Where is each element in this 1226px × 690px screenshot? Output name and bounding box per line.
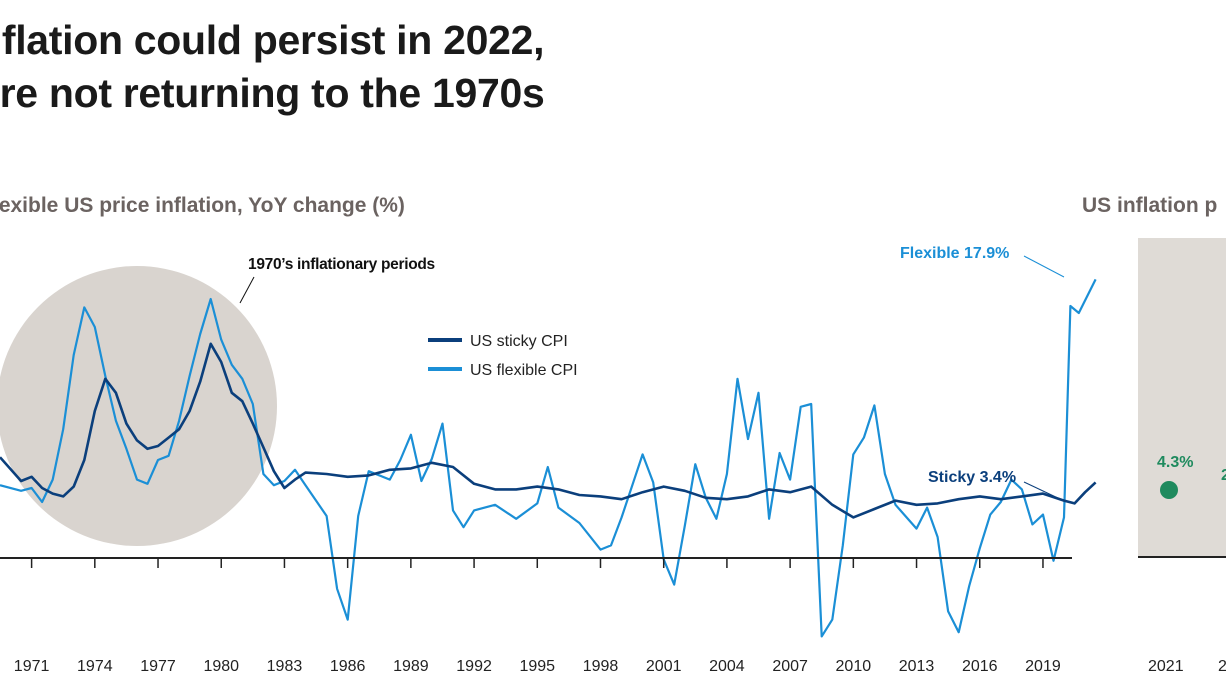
- x-tick-label: 1986: [330, 658, 366, 675]
- right-panel-background: [1138, 238, 1226, 556]
- series-layer: [0, 278, 1097, 638]
- right-panel-tick-cut: 2: [1218, 658, 1226, 675]
- left-chart-subtitle: flexible US price inflation, YoY change …: [0, 194, 405, 217]
- x-tick-label: 1971: [14, 658, 50, 675]
- x-tick-label: 1989: [393, 658, 429, 675]
- x-tick-label: 2004: [709, 658, 745, 675]
- x-tick-label: 2001: [646, 658, 682, 675]
- legend-sticky-label: US sticky CPI: [470, 333, 568, 350]
- sticky-cpi-line: [0, 342, 1097, 519]
- page-title-line-2: e’re not returning to the 1970s: [0, 70, 545, 116]
- x-tick-label: 1977: [140, 658, 176, 675]
- x-tick-label: 1980: [203, 658, 239, 675]
- x-tick-label: 1974: [77, 658, 113, 675]
- sticky-end-label: Sticky 3.4%: [928, 469, 1016, 486]
- x-tick-label: 2010: [836, 658, 872, 675]
- flexible-end-leader: [1023, 255, 1065, 278]
- x-axis-ticks: 1971 1974 1977 1980 1983 1986 1989 1992 1995 1998…: [14, 558, 1061, 675]
- circle-annotation-label: 1970’s inflationary periods: [248, 256, 435, 273]
- x-tick-label: 1998: [583, 658, 619, 675]
- flexible-end-label: Flexible 17.9%: [900, 245, 1009, 262]
- x-tick-label: 1995: [519, 658, 555, 675]
- x-tick-label: 2019: [1025, 658, 1061, 675]
- x-tick-label: 1992: [456, 658, 492, 675]
- legend-flexible-label: US flexible CPI: [470, 362, 578, 379]
- legend: US sticky CPI US flexible CPI: [428, 333, 578, 379]
- right-panel-value-label-cut: 2: [1221, 467, 1226, 484]
- sticky-end-leader: [1023, 481, 1061, 500]
- right-panel-tick-2021: 2021: [1148, 658, 1184, 675]
- x-tick-label: 2016: [962, 658, 998, 675]
- page-title-line-1: inflation could persist in 2022,: [0, 17, 545, 63]
- x-tick-label: 1983: [267, 658, 303, 675]
- x-tick-label: 2013: [899, 658, 935, 675]
- inflationary-period-circle: [0, 266, 277, 546]
- circle-annotation-leader: [239, 276, 255, 304]
- x-tick-label: 2007: [772, 658, 808, 675]
- right-panel-marker-2021: [1160, 481, 1178, 499]
- right-panel-value-label: 4.3%: [1157, 454, 1193, 471]
- right-chart-subtitle: US inflation p: [1082, 194, 1218, 217]
